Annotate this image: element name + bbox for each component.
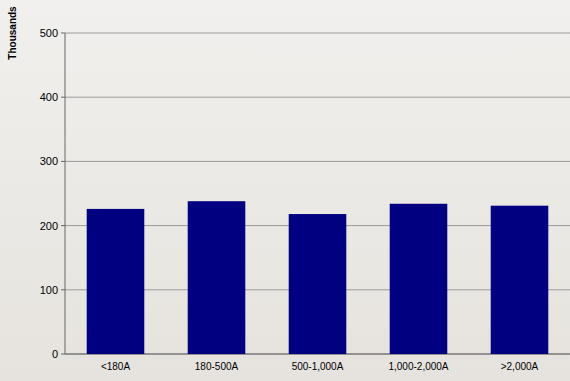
- y-tick-label: 0: [52, 348, 58, 360]
- x-tick-label: <180A: [101, 361, 131, 372]
- y-tick-label: 200: [40, 220, 58, 232]
- tick-mark: [61, 161, 65, 162]
- bar: [390, 204, 448, 354]
- tick-mark: [61, 97, 65, 98]
- y-tick-label: 400: [40, 91, 58, 103]
- grid-line: [65, 97, 570, 98]
- tick-mark: [61, 289, 65, 290]
- bars: [87, 201, 549, 354]
- chart: 0 100 200 300 400 500 <180A 180-500A 500-1,000A 1…: [0, 0, 570, 381]
- y-tick-label: 500: [40, 27, 58, 39]
- x-tick-label: >2,000A: [501, 361, 539, 372]
- tick-mark: [61, 354, 65, 355]
- y-tick-label: 300: [40, 155, 58, 167]
- tick-mark: [61, 225, 65, 226]
- y-tick-label: 100: [40, 284, 58, 296]
- y-axis: [65, 33, 66, 354]
- bar: [289, 214, 347, 354]
- bar: [188, 201, 246, 354]
- x-tick-label: 1,000-2,000A: [388, 361, 448, 372]
- grid-line: [65, 161, 570, 162]
- x-tick-label: 180-500A: [195, 361, 239, 372]
- y-axis-label: Thousands: [7, 6, 18, 60]
- x-tick-label: 500-1,000A: [292, 361, 344, 372]
- tick-mark: [61, 33, 65, 34]
- bar: [491, 206, 549, 354]
- grid-line: [65, 33, 570, 34]
- bar: [87, 209, 145, 354]
